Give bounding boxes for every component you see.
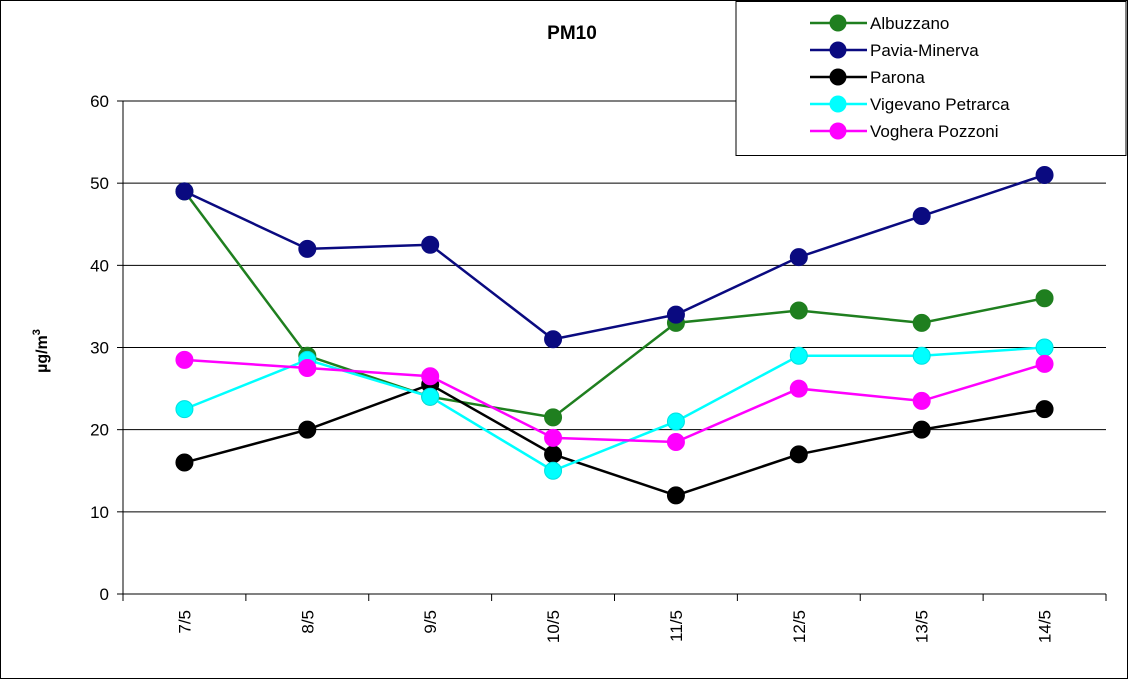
y-tick-label-40: 40 xyxy=(90,256,109,275)
series-line-vigevano-petrarca xyxy=(183,346,1045,473)
point-parona-4 xyxy=(666,486,685,505)
point-vigevano-petrarca-0 xyxy=(175,400,194,419)
series-line-pavia-minerva xyxy=(183,173,1045,341)
y-axis-label-superscript: 3 xyxy=(31,329,43,335)
x-tick-label-9-5: 9/5 xyxy=(421,610,440,634)
x-tick-label-8-5: 8/5 xyxy=(298,610,317,634)
series-line-parona xyxy=(184,383,1045,497)
point-vigevano-petrarca-7 xyxy=(1035,338,1054,357)
y-axis-label-text: µg/m xyxy=(34,335,51,373)
point-albuzzano-7 xyxy=(1035,289,1054,308)
point-pavia-minerva-4 xyxy=(666,305,685,324)
y-axis-label: µg/m3 xyxy=(31,329,51,373)
y-tick-label-60: 60 xyxy=(90,92,109,111)
x-tick-label-11-5: 11/5 xyxy=(667,610,686,642)
point-pavia-minerva-7 xyxy=(1035,165,1054,184)
legend-box xyxy=(735,1,1127,156)
point-vigevano-petrarca-5 xyxy=(789,346,808,365)
x-tick-label-12-5: 12/5 xyxy=(790,610,809,643)
point-parona-5 xyxy=(789,445,808,464)
legend-marker-pavia-minerva xyxy=(829,41,847,59)
point-parona-1 xyxy=(298,420,317,439)
legend-marker-vigevano-petrarca xyxy=(829,95,847,113)
series-line-albuzzano xyxy=(183,190,1045,419)
legend-label-parona: Parona xyxy=(870,68,925,87)
point-pavia-minerva-2 xyxy=(421,235,440,254)
y-tick-label-10: 10 xyxy=(90,503,109,522)
point-pavia-minerva-6 xyxy=(912,207,931,226)
y-tick-label-30: 30 xyxy=(90,339,109,358)
point-vigevano-petrarca-2 xyxy=(421,387,440,406)
legend-marker-parona xyxy=(829,68,847,86)
point-parona-7 xyxy=(1035,400,1054,419)
legend: Albuzzano Pavia-Minerva Parona Vigevano Pet… xyxy=(735,1,1127,156)
point-albuzzano-5 xyxy=(789,301,808,320)
point-pavia-minerva-5 xyxy=(789,248,808,267)
point-albuzzano-6 xyxy=(912,313,931,332)
point-voghera-pozzoni-2 xyxy=(421,367,440,386)
point-parona-3 xyxy=(544,445,563,464)
point-pavia-minerva-3 xyxy=(544,330,563,349)
point-vigevano-petrarca-4 xyxy=(666,412,685,431)
grid xyxy=(123,100,1106,513)
point-voghera-pozzoni-7 xyxy=(1035,354,1054,373)
point-voghera-pozzoni-6 xyxy=(912,391,931,410)
point-albuzzano-3 xyxy=(544,408,563,427)
legend-marker-albuzzano xyxy=(829,14,847,32)
legend-label-albuzzano: Albuzzano xyxy=(870,14,949,33)
point-parona-0 xyxy=(175,453,194,472)
point-pavia-minerva-1 xyxy=(298,239,317,258)
series-line-voghera-pozzoni xyxy=(184,358,1045,444)
point-vigevano-petrarca-3 xyxy=(544,461,563,480)
chart-title: PM10 xyxy=(547,23,597,44)
legend-label-pavia-minerva: Pavia-Minerva xyxy=(870,41,979,60)
point-vigevano-petrarca-6 xyxy=(912,346,931,365)
point-parona-6 xyxy=(912,420,931,439)
legend-label-voghera-pozzoni: Voghera Pozzoni xyxy=(870,122,999,141)
y-tick-label-0: 0 xyxy=(100,585,109,604)
y-ticks: 0 10 20 30 40 50 60 xyxy=(90,92,123,604)
point-voghera-pozzoni-3 xyxy=(544,428,563,447)
point-voghera-pozzoni-1 xyxy=(298,359,317,378)
point-voghera-pozzoni-4 xyxy=(666,432,685,451)
point-pavia-minerva-0 xyxy=(175,182,194,201)
point-voghera-pozzoni-5 xyxy=(789,379,808,398)
series-group xyxy=(175,165,1054,505)
x-ticks: 7/5 8/5 9/5 10/5 11/5 12/5 13/5 14/5 xyxy=(122,594,1107,643)
x-tick-label-13-5: 13/5 xyxy=(913,610,932,643)
x-tick-label-7-5: 7/5 xyxy=(175,610,194,634)
x-tick-label-10-5: 10/5 xyxy=(544,610,563,643)
legend-label-vigevano-petrarca: Vigevano Petrarca xyxy=(870,95,1010,114)
legend-marker-voghera-pozzoni xyxy=(829,122,847,140)
x-tick-label-14-5: 14/5 xyxy=(1036,610,1055,643)
y-tick-label-20: 20 xyxy=(90,421,109,440)
point-voghera-pozzoni-0 xyxy=(175,350,194,369)
y-tick-label-50: 50 xyxy=(90,174,109,193)
